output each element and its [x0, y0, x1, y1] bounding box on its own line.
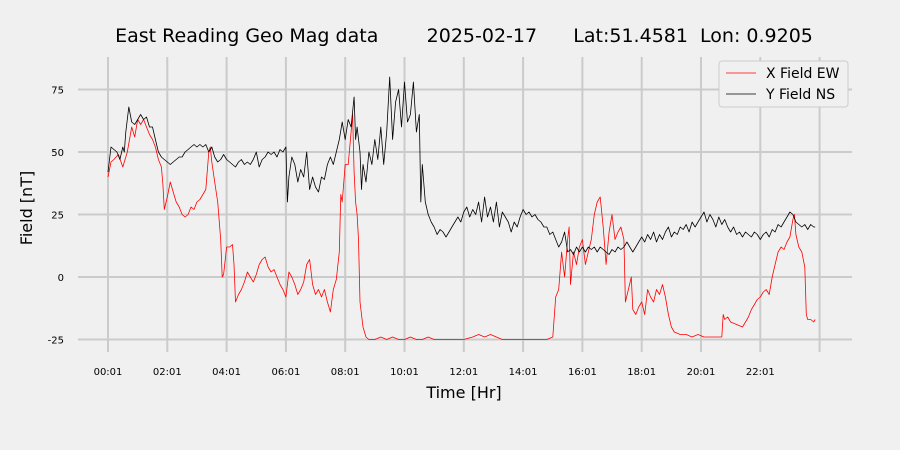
x-tick-label: 22:01 [746, 367, 775, 378]
series-line-x-field [107, 114, 816, 340]
x-tick-label: 20:01 [687, 367, 716, 378]
legend-label-x-field: X Field EW [766, 66, 840, 82]
x-tick-label: 12:01 [449, 367, 478, 378]
y-tick-label: 50 [51, 148, 64, 159]
y-axis-ticks: -25 0 25 50 75 [48, 86, 64, 347]
series-layer [107, 76, 816, 340]
legend: X Field EW Y Field NS [718, 60, 849, 108]
x-tick-label: 08:01 [331, 367, 360, 378]
y-tick-label: 0 [58, 273, 64, 284]
x-axis-ticks: 00:01 02:01 04:01 06:01 08:01 10:01 12:01 14:01… [94, 367, 775, 378]
x-tick-label: 10:01 [390, 367, 419, 378]
x-tick-label: 14:01 [509, 367, 538, 378]
x-tick-label: 02:01 [153, 367, 182, 378]
x-tick-label: 06:01 [271, 367, 300, 378]
legend-box [718, 60, 849, 108]
chart-title: East Reading Geo Mag data 2025-02-17 Lat… [115, 25, 813, 47]
y-tick-label: 25 [51, 211, 64, 222]
x-tick-label: 16:01 [568, 367, 597, 378]
y-tick-label: 75 [51, 86, 64, 97]
x-axis-label: Time [Hr] [425, 383, 501, 402]
x-tick-label: 18:01 [627, 367, 656, 378]
legend-label-y-field: Y Field NS [765, 87, 835, 103]
y-tick-label: -25 [48, 336, 64, 347]
x-tick-label: 04:01 [212, 367, 241, 378]
series-line-y-field [107, 76, 816, 255]
y-axis-label: Field [nT] [17, 171, 36, 245]
x-tick-label: 00:01 [94, 367, 123, 378]
